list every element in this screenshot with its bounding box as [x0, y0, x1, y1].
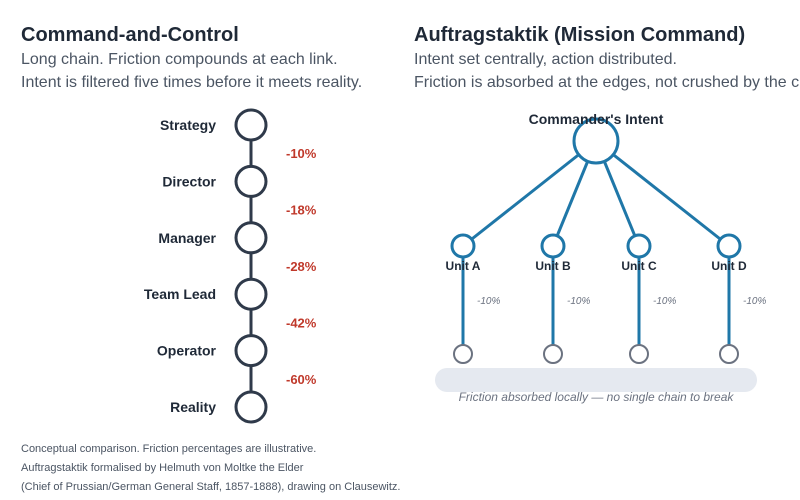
leaf-node [543, 344, 563, 364]
right-subtitle-1: Intent set centrally, action distributed… [414, 51, 677, 68]
chain-node [234, 277, 268, 311]
right-subtitle-2: Friction is absorbed at the edges, not c… [414, 74, 800, 91]
leaf-node [629, 344, 649, 364]
unit-node [716, 233, 742, 259]
mission-tree: Friction absorbed locally — no single ch… [435, 111, 766, 404]
chain-node-label: Director [162, 173, 216, 189]
footnote-1: Conceptual comparison. Friction percenta… [21, 443, 317, 455]
chain-node [234, 390, 268, 424]
footnote-3: (Chief of Prussian/German General Staff,… [21, 481, 401, 493]
unit-loss-label: -10% [653, 296, 676, 307]
intent-node [572, 117, 620, 165]
unit-label: Unit C [621, 259, 657, 273]
chain-loss-label: -10% [286, 146, 317, 161]
footnote-2: Auftragstaktik formalised by Helmuth von… [21, 462, 304, 474]
unit-loss-label: -10% [567, 296, 590, 307]
unit-label: Unit B [535, 259, 571, 273]
left-panel-title: Command-and-Control [21, 24, 239, 46]
intent-edge [595, 139, 730, 248]
chain-loss-label: -28% [286, 259, 317, 274]
leaf-node [719, 344, 739, 364]
chain-node-label: Operator [157, 343, 217, 359]
unit-loss-label: -10% [477, 296, 500, 307]
unit-label: Unit D [711, 259, 747, 273]
friction-band [435, 368, 757, 392]
right-panel-title: Auftragstaktik (Mission Command) [414, 24, 746, 46]
chain-loss-label: -18% [286, 203, 317, 218]
unit-node [540, 233, 566, 259]
chain-node-label: Team Lead [144, 286, 216, 302]
command-chain: Strategy Director Manager Team Lead Operator… [144, 108, 317, 424]
chain-node [234, 108, 268, 142]
chain-node [234, 334, 268, 368]
chain-node [234, 164, 268, 198]
chain-node-label: Reality [170, 399, 216, 415]
chain-loss-label: -60% [286, 372, 317, 387]
chain-loss-label: -42% [286, 315, 317, 330]
leaf-node [453, 344, 473, 364]
intent-edge [462, 139, 597, 248]
chain-node-label: Manager [158, 230, 216, 246]
left-subtitle-1: Long chain. Friction compounds at each l… [21, 51, 338, 68]
friction-band-label: Friction absorbed locally — no single ch… [459, 390, 735, 404]
unit-node [450, 233, 476, 259]
unit-loss-label: -10% [743, 296, 766, 307]
intent-label: Commander's Intent [529, 111, 664, 127]
chain-node [234, 221, 268, 255]
unit-label: Unit A [446, 259, 481, 273]
left-subtitle-2: Intent is filtered five times before it … [21, 74, 363, 91]
unit-node [626, 233, 652, 259]
chain-node-label: Strategy [160, 117, 216, 133]
